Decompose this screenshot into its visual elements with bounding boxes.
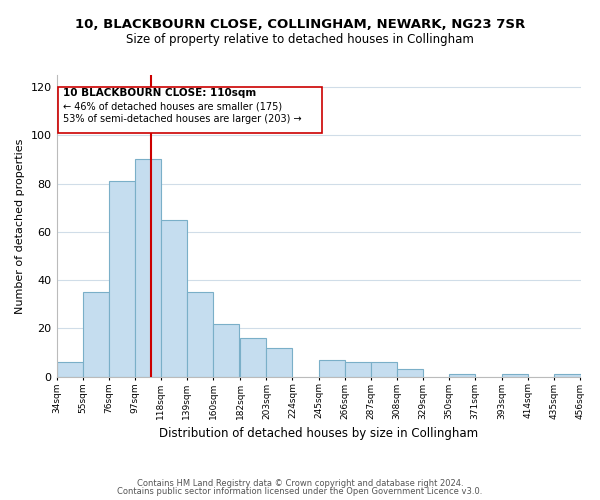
Text: Size of property relative to detached houses in Collingham: Size of property relative to detached ho… [126,32,474,46]
Bar [56,362,83,376]
Bar [371,362,397,376]
Bar [213,324,239,376]
Text: 53% of semi-detached houses are larger (203) →: 53% of semi-detached houses are larger (… [63,114,301,124]
Bar [109,181,135,376]
Bar [266,348,292,376]
Text: ← 46% of detached houses are smaller (175): ← 46% of detached houses are smaller (17… [63,102,282,112]
Bar [319,360,344,376]
X-axis label: Distribution of detached houses by size in Collingham: Distribution of detached houses by size … [159,427,478,440]
Text: Contains HM Land Registry data © Crown copyright and database right 2024.: Contains HM Land Registry data © Crown c… [137,478,463,488]
Bar [135,160,161,376]
Bar [161,220,187,376]
Bar [397,370,423,376]
Bar [344,362,371,376]
Bar [83,292,109,376]
Bar [240,338,266,376]
Text: Contains public sector information licensed under the Open Government Licence v3: Contains public sector information licen… [118,487,482,496]
FancyBboxPatch shape [58,87,322,133]
Bar [187,292,213,376]
Bar [449,374,475,376]
Text: 10, BLACKBOURN CLOSE, COLLINGHAM, NEWARK, NG23 7SR: 10, BLACKBOURN CLOSE, COLLINGHAM, NEWARK… [75,18,525,30]
Bar [554,374,581,376]
Text: 10 BLACKBOURN CLOSE: 110sqm: 10 BLACKBOURN CLOSE: 110sqm [63,88,256,99]
Bar [502,374,529,376]
Y-axis label: Number of detached properties: Number of detached properties [15,138,25,314]
